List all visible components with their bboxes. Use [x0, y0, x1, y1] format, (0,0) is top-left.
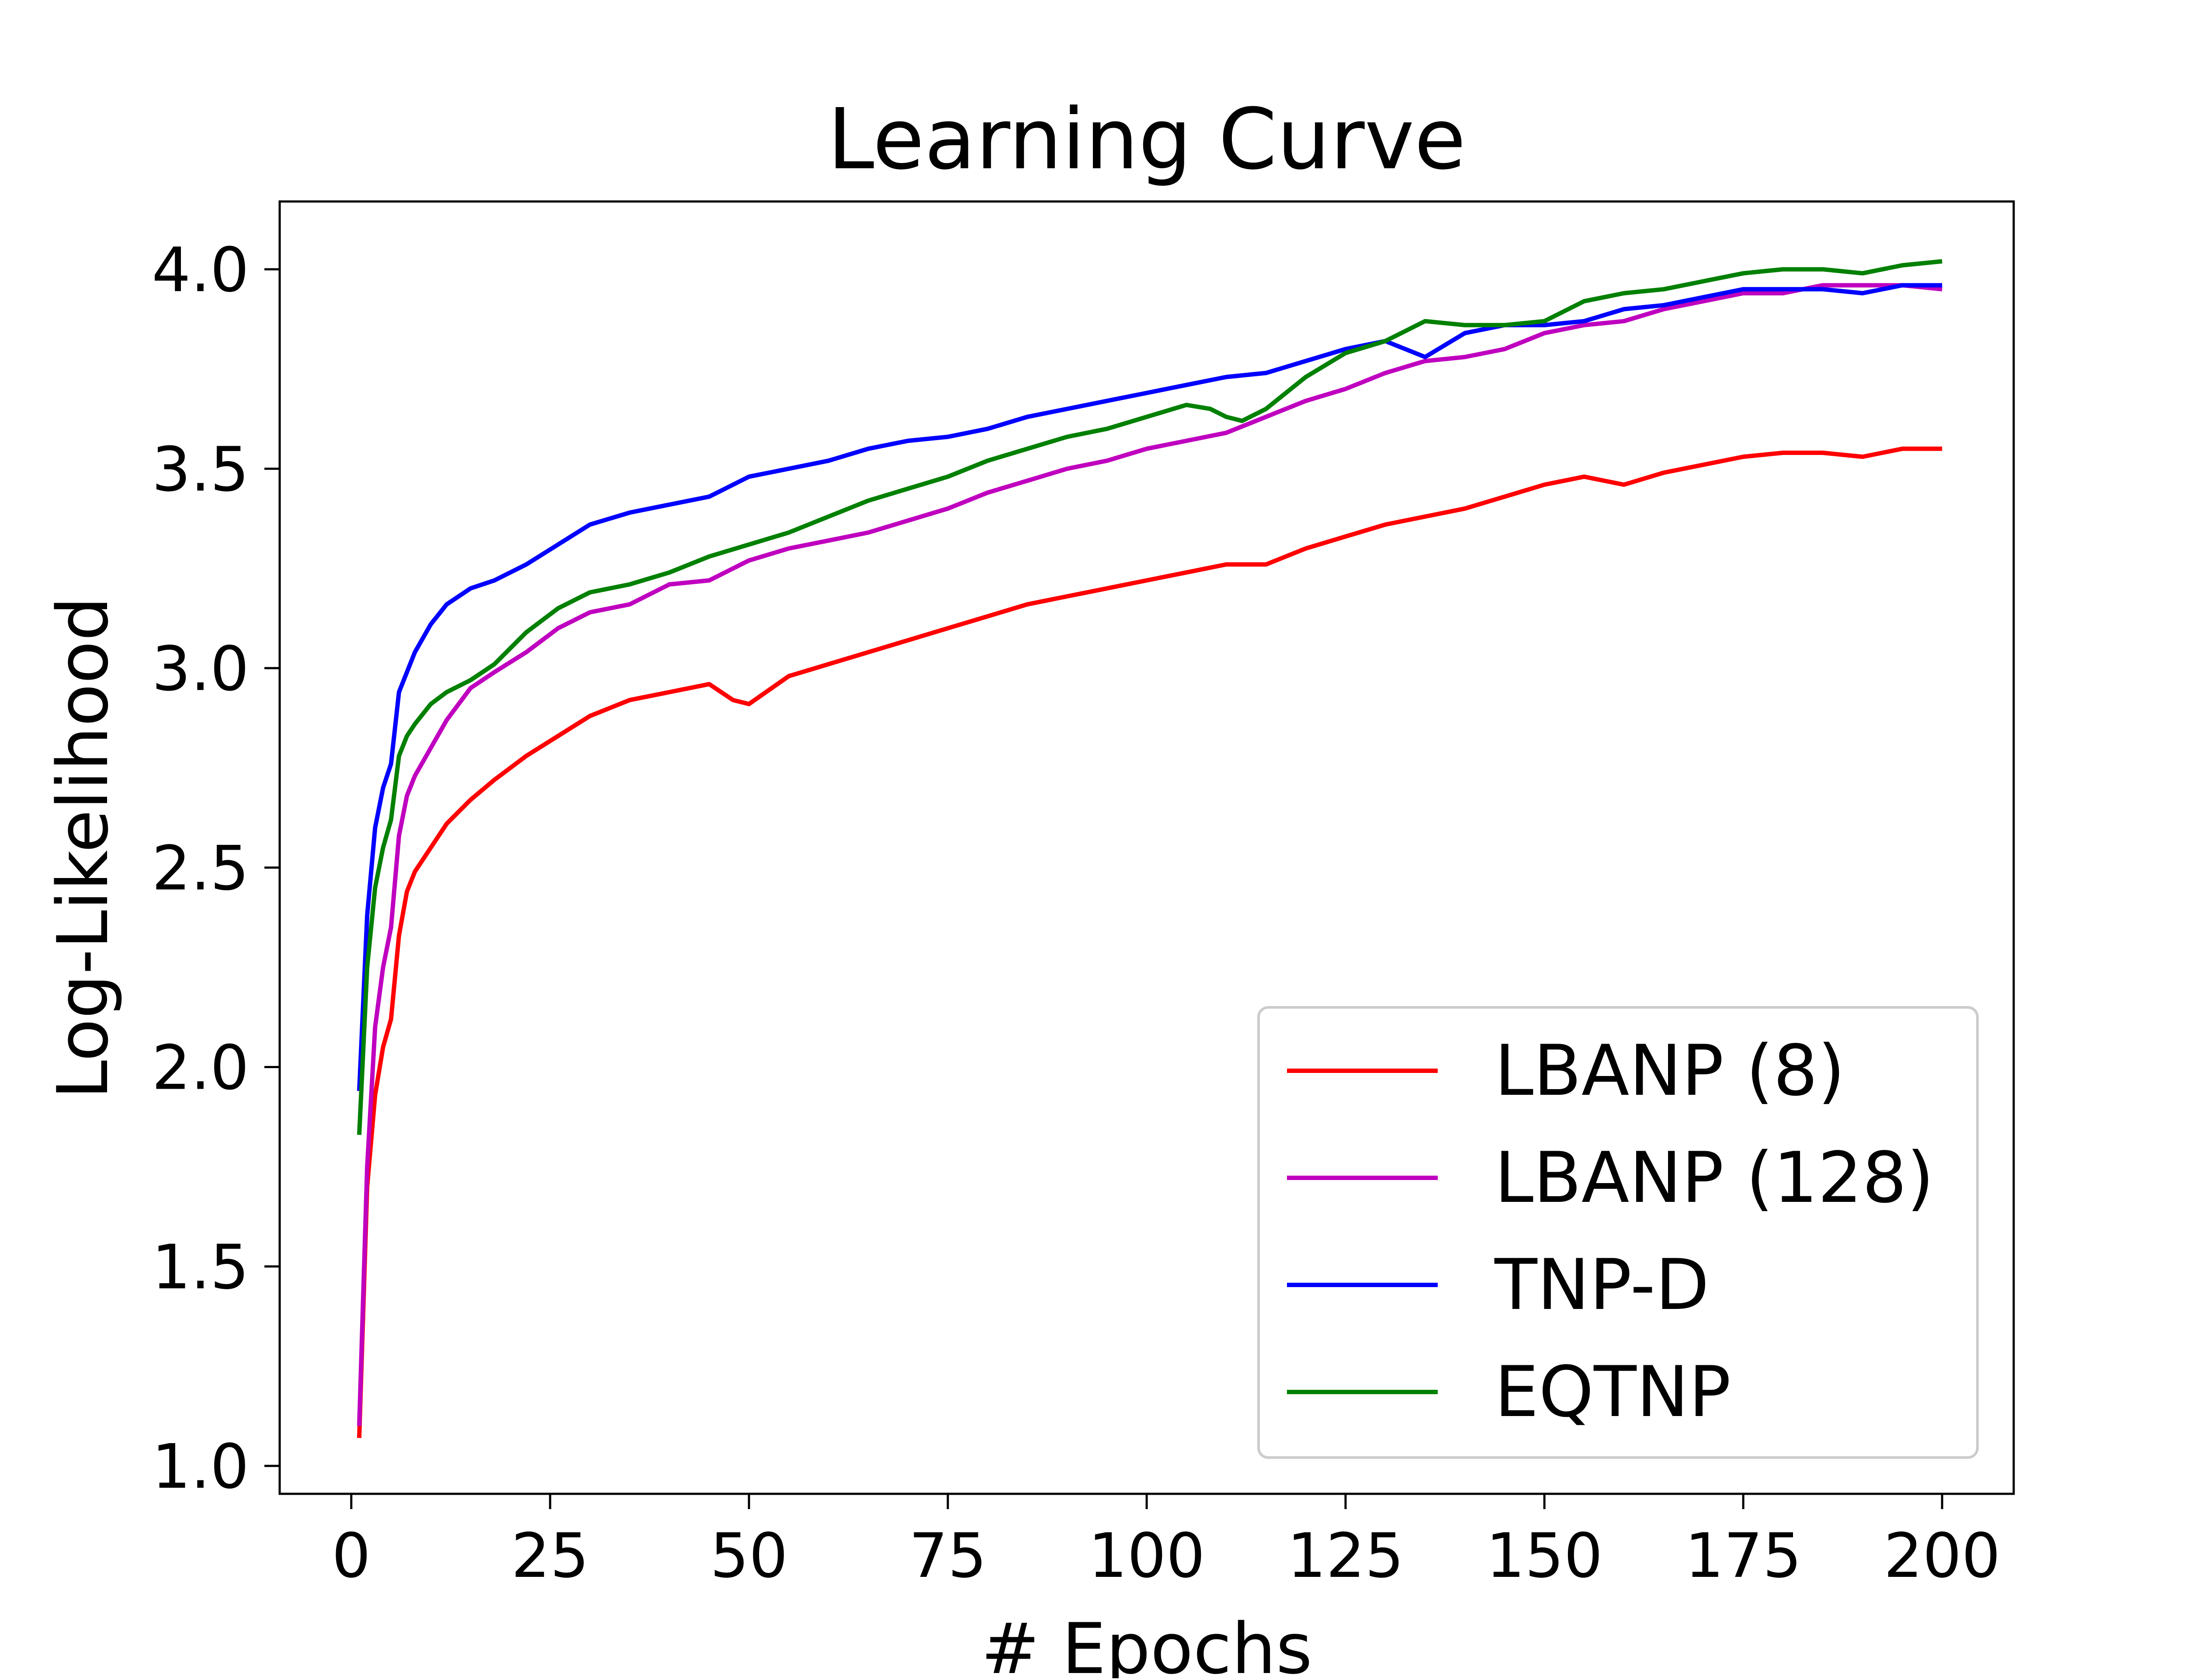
- x-tick-label: 0: [332, 1520, 371, 1592]
- series-line-0: [357, 446, 1942, 1438]
- x-tick-label: 75: [909, 1520, 987, 1592]
- y-axis-ticks: 1.0 1.5 2.0 2.5 3.0 3.5 4.0: [152, 235, 280, 1503]
- series-line-2: [357, 283, 1942, 1091]
- legend-items: LBANP (8) LBANP (128) TNP-D EQTNP: [1287, 1030, 1934, 1433]
- y-tick-label: 3.5: [152, 434, 249, 505]
- x-tick-label: 175: [1685, 1520, 1802, 1592]
- x-tick-label: 50: [710, 1520, 788, 1592]
- x-axis-ticks: 0 25 50 75 100 125 150 175 200: [332, 1494, 2001, 1592]
- legend-label-1: LBANP (128): [1495, 1137, 1934, 1218]
- series-line-1: [357, 283, 1942, 1426]
- legend-frame: [1257, 1006, 1979, 1459]
- y-tick-label: 1.0: [152, 1431, 249, 1503]
- chart-title: Learning Curve: [828, 91, 1466, 188]
- legend-label-3: EQTNP: [1495, 1351, 1731, 1433]
- y-tick-label: 1.5: [152, 1232, 249, 1303]
- legend-label-0: LBANP (8): [1495, 1030, 1845, 1111]
- y-tick-label: 2.0: [152, 1032, 249, 1104]
- y-tick-label: 2.5: [152, 833, 249, 904]
- x-tick-label: 200: [1884, 1520, 2001, 1592]
- series-layer: [357, 259, 1942, 1438]
- legend: LBANP (8) LBANP (128) TNP-D EQTNP: [1257, 1006, 1979, 1459]
- y-tick-label: 4.0: [152, 235, 249, 306]
- y-tick-label: 3.0: [152, 634, 249, 705]
- x-tick-label: 125: [1287, 1520, 1404, 1592]
- x-tick-label: 150: [1486, 1520, 1602, 1592]
- series-line-3: [357, 259, 1942, 1135]
- x-tick-label: 25: [511, 1520, 589, 1592]
- x-tick-label: 100: [1088, 1520, 1205, 1592]
- x-axis-label: # Epochs: [981, 1608, 1312, 1678]
- y-axis-label: Log-Likelihood: [42, 597, 124, 1099]
- legend-label-2: TNP-D: [1494, 1244, 1709, 1326]
